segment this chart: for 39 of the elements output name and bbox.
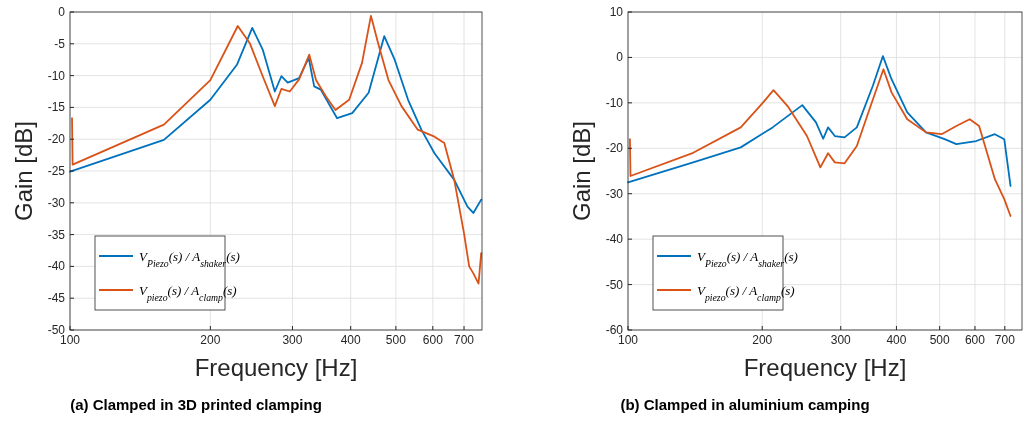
text: (a) Clamped in 3D printed clamping [70,396,322,413]
x-axis-title: Frequency [Hz] [743,354,907,381]
y-tick-label: -50 [605,277,624,292]
y-tick-label: -10 [605,95,624,110]
y-axis-title: Gain [dB] [568,120,595,222]
y-tick-label: -30 [605,186,624,201]
y-tick-label: -15 [47,100,66,115]
y-tick-label: -20 [47,132,66,147]
legend-label: V$_{piezo}$(s) / A$_{clamp}$(s) [139,283,237,303]
text: (b) Clamped in aluminium camping [620,396,870,413]
legend-label: V$_{piezo}$(s) / A$_{clamp}$(s) [697,283,795,303]
x-tick-label: 200 [752,333,773,347]
y-tick-label: 0 [616,50,624,65]
x-tick-label: 300 [830,333,852,347]
x-tick-label: 200 [200,333,221,347]
y-tick-label: 0 [58,5,66,19]
x-tick-label: 600 [964,333,986,347]
x-tick-label: 500 [385,333,407,347]
x-tick-label: 700 [994,333,1016,347]
y-tick-label: -40 [605,232,624,247]
x-tick-label: 300 [282,333,303,347]
y-tick-label: 10 [609,5,624,19]
x-axis-title: Frequency [Hz] [194,354,358,381]
legend-label: V$_{Piezo}$(s) / A$_{shaker}$(s) [697,249,798,269]
x-tick-label: 400 [340,333,362,347]
y-tick-label: -20 [605,141,624,156]
legend-label: V$_{Piezo}$(s) / A$_{shaker}$(s) [139,249,240,269]
y-axis-title: Gain [dB] [10,120,37,222]
y-tick-label: -45 [47,291,66,306]
x-tick-label: 500 [929,333,950,347]
y-tick-label: -40 [47,259,66,274]
y-tick-label: -30 [47,195,66,210]
x-tick-label: 600 [422,333,444,347]
y-tick-label: -5 [54,36,66,51]
x-tick-label: 400 [886,333,907,347]
y-tick-label: -10 [47,68,66,83]
y-tick-label: -25 [47,164,66,178]
y-tick-label: -35 [47,227,66,242]
x-tick-label: 700 [454,333,475,347]
